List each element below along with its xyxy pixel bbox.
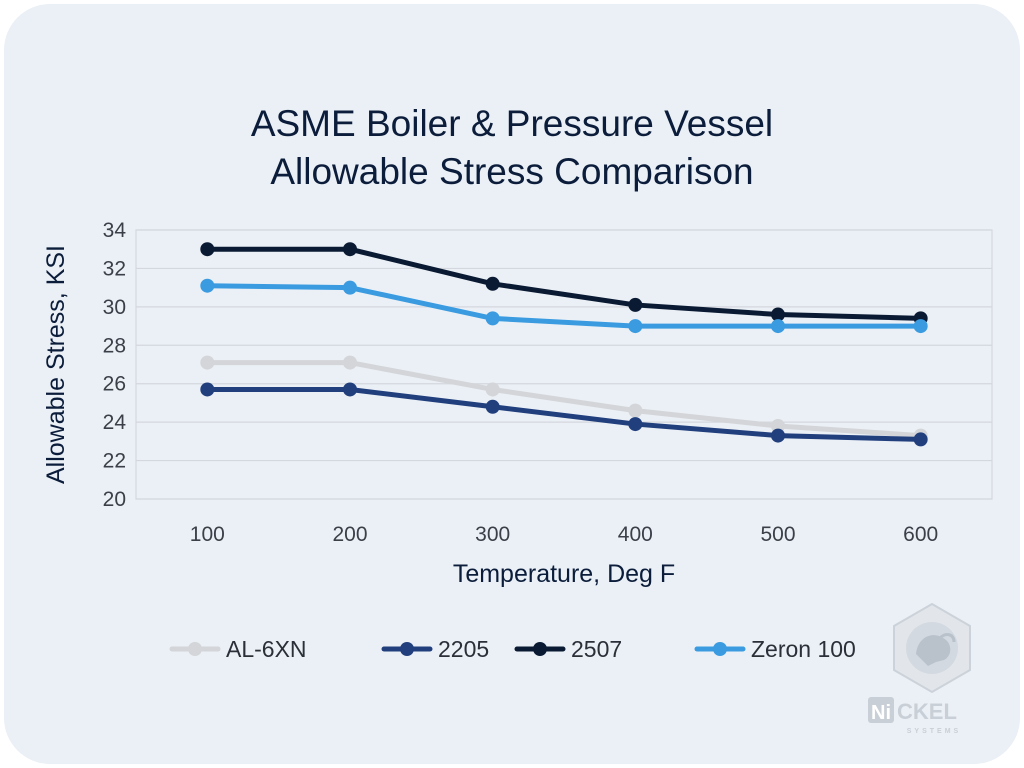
data-point xyxy=(628,297,643,312)
x-axis-title: Temperature, Deg F xyxy=(453,560,675,588)
data-point xyxy=(343,382,357,397)
data-point xyxy=(628,417,643,432)
legend-swatch-marker xyxy=(533,642,547,656)
legend-label: Zeron 100 xyxy=(751,636,856,662)
y-axis-title: Allowable Stress, KSI xyxy=(42,245,70,484)
legend-label: 2205 xyxy=(438,636,489,662)
y-tick-label: 20 xyxy=(103,488,126,511)
chart-title-line-1: ASME Boiler & Pressure Vessel xyxy=(250,103,774,144)
legend-swatch-marker xyxy=(188,642,202,656)
logo-brand-ni: Ni xyxy=(871,702,891,724)
chart-title-line-2: Allowable Stress Comparison xyxy=(270,151,754,192)
chart-title: ASME Boiler & Pressure Vessel Allowable … xyxy=(0,100,1024,196)
x-tick-label: 400 xyxy=(618,523,653,546)
plot-area-border xyxy=(135,229,993,500)
y-tick-label: 34 xyxy=(103,219,127,242)
legend-label: AL-6XN xyxy=(226,636,307,662)
y-tick-label: 26 xyxy=(103,373,126,396)
data-point xyxy=(485,311,500,326)
x-tick-label: 600 xyxy=(903,523,938,546)
data-point xyxy=(771,428,785,443)
series-line-2 xyxy=(204,246,924,321)
data-point xyxy=(200,242,215,257)
x-axis-ticks: 100 200 300 400 500 600 xyxy=(190,523,938,546)
data-point xyxy=(771,319,785,334)
series-line-1 xyxy=(204,386,924,442)
data-point xyxy=(771,307,785,322)
y-tick-label: 22 xyxy=(103,450,126,473)
data-point xyxy=(200,382,215,397)
logo-tagline: SYSTEMS xyxy=(907,728,961,735)
series-line-3 xyxy=(204,283,924,329)
logo-brand-rest: CKEL xyxy=(897,699,957,724)
data-point xyxy=(913,432,928,447)
legend: AL-6XN 2205 2507 Zeron 100 xyxy=(169,636,856,662)
data-point xyxy=(485,276,500,291)
y-tick-label: 28 xyxy=(103,334,126,357)
data-point xyxy=(628,319,643,334)
x-tick-label: 500 xyxy=(760,523,795,546)
data-point xyxy=(200,278,215,293)
data-point xyxy=(343,242,357,257)
legend-label: 2507 xyxy=(571,636,622,662)
x-tick-label: 200 xyxy=(332,523,367,546)
series-lines xyxy=(200,242,928,447)
y-axis-ticks: 20 22 24 26 28 30 32 34 xyxy=(103,219,127,511)
legend-swatch-marker xyxy=(713,642,727,656)
data-point xyxy=(913,319,928,334)
data-point xyxy=(771,418,785,433)
data-point xyxy=(485,399,500,414)
x-tick-label: 300 xyxy=(475,523,510,546)
data-point xyxy=(343,355,357,370)
nickel-systems-logo: Ni CKEL SYSTEMS xyxy=(868,602,971,735)
data-point xyxy=(485,382,500,397)
data-point xyxy=(628,403,643,418)
y-tick-label: 30 xyxy=(103,296,126,319)
legend-swatch-marker xyxy=(400,642,414,656)
y-tick-label: 32 xyxy=(103,257,126,280)
data-point xyxy=(200,355,215,370)
data-point xyxy=(343,280,357,295)
x-tick-label: 100 xyxy=(190,523,225,546)
bison-hexagon-icon xyxy=(893,602,971,694)
series-line-0 xyxy=(204,360,924,439)
y-tick-label: 24 xyxy=(103,411,127,434)
